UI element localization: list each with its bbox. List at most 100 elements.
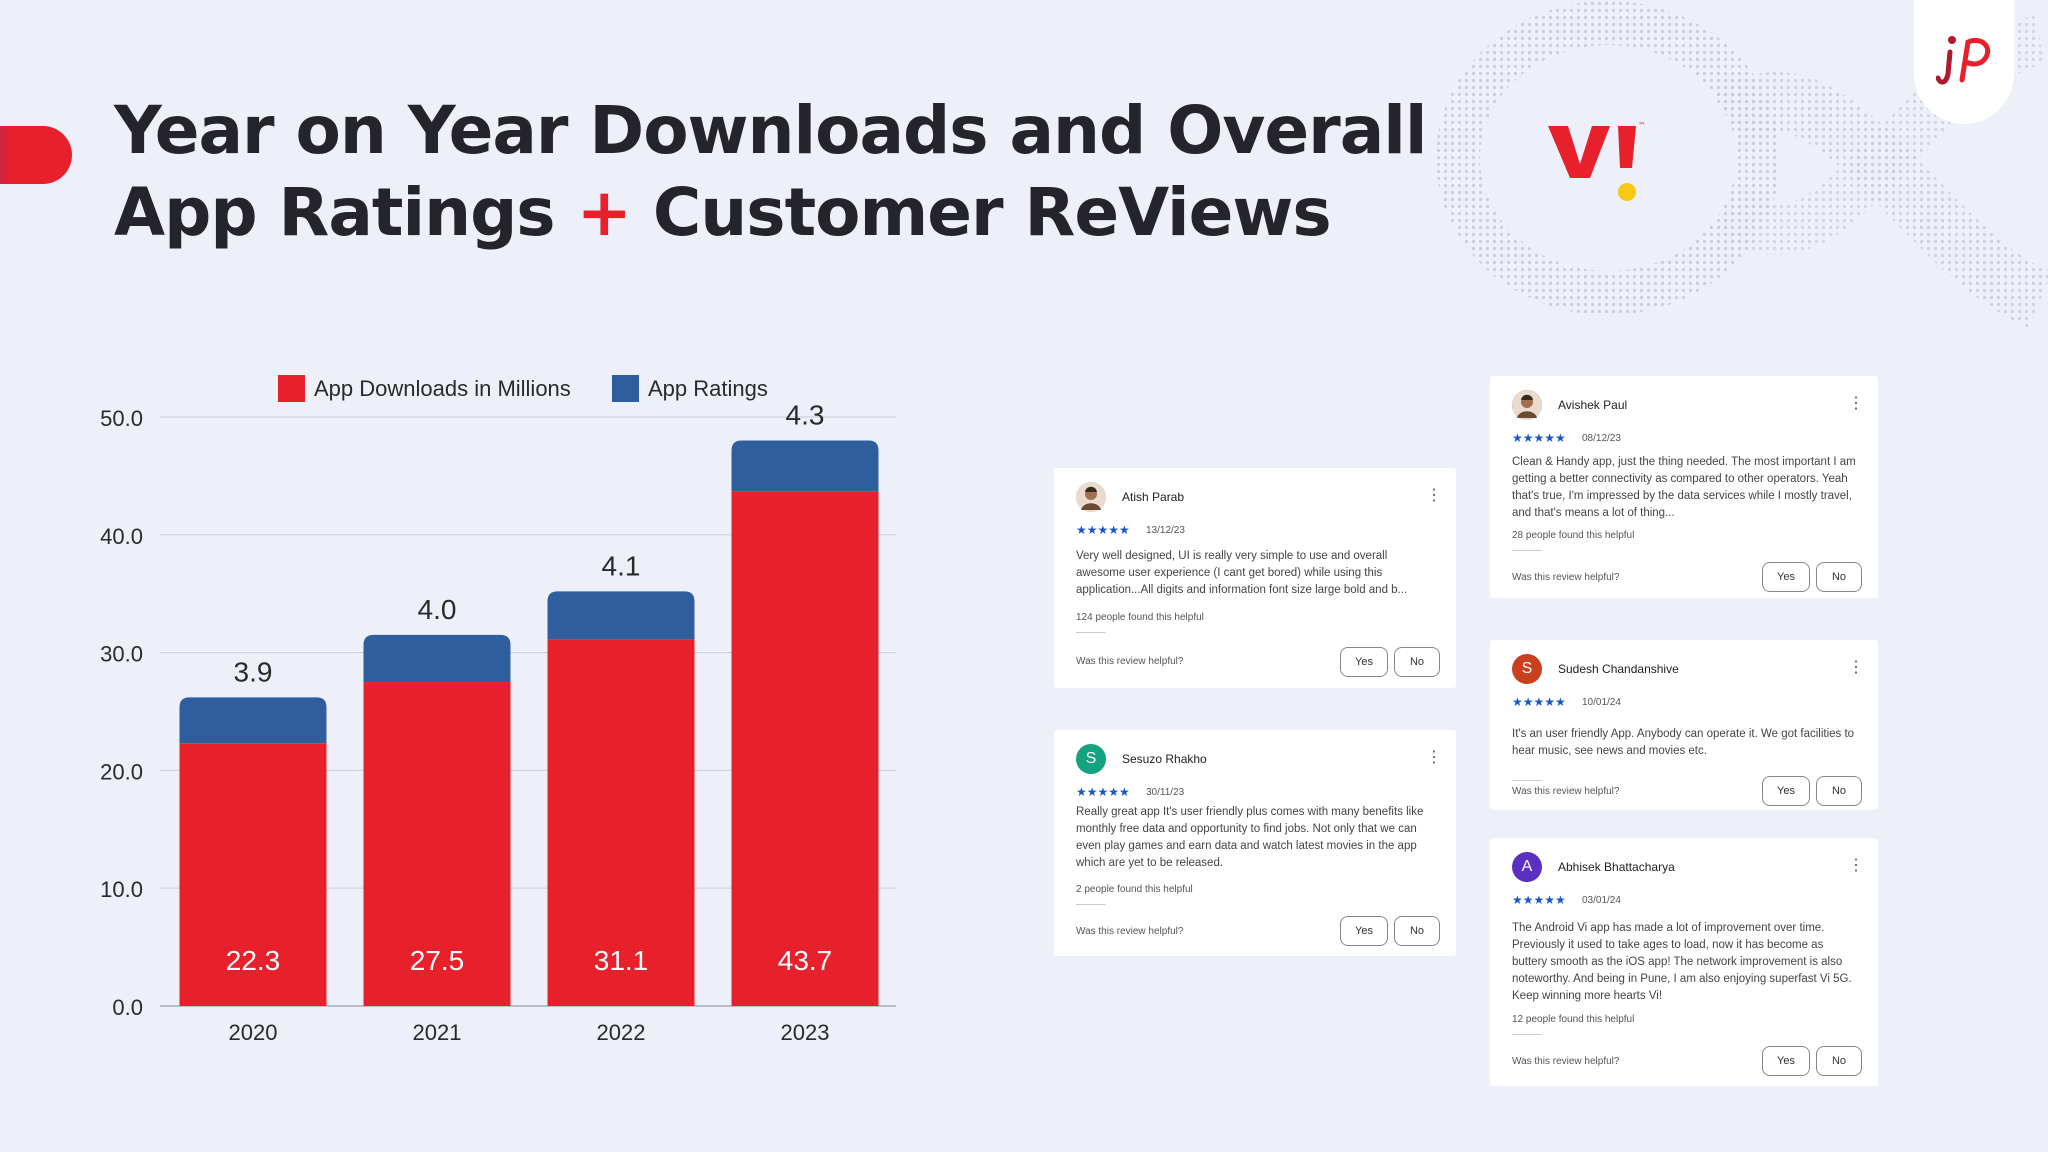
rating-value-label: 4.3 — [786, 400, 825, 431]
review-text: Clean & Handy app, just the thing needed… — [1512, 454, 1856, 522]
reviewer-initial: S — [1521, 660, 1533, 677]
divider — [1076, 904, 1106, 905]
yes-button[interactable]: Yes — [1340, 647, 1388, 677]
y-tick-label: 50.0 — [100, 406, 143, 431]
downloads-value-label: 31.1 — [594, 945, 649, 976]
no-button[interactable]: No — [1816, 776, 1862, 806]
review-text-line: which are yet to be released. — [1076, 857, 1224, 869]
divider — [1076, 632, 1106, 633]
title-line-2b: Customer ReViews — [652, 174, 1332, 251]
no-button[interactable]: No — [1394, 647, 1440, 677]
downloads-ratings-chart: 0.0 10.0 20.0 30.0 40.0 50.0 22.3 3.9 2020 27.5 4.… — [100, 375, 896, 1045]
reviewer-initial: A — [1521, 858, 1533, 875]
yes-button[interactable]: Yes — [1762, 562, 1810, 592]
reviewer-avatar — [1512, 390, 1542, 420]
legend-label-downloads: App Downloads in Millions — [314, 376, 571, 401]
review-text: Very well designed, UI is really very si… — [1076, 548, 1434, 599]
helpful-count: 28 people found this helpful — [1512, 530, 1635, 541]
person-icon — [1076, 482, 1106, 512]
bar-ratings-2023 — [731, 440, 879, 492]
y-tick-label: 10.0 — [100, 877, 143, 902]
page-title: Year on Year Downloads and Overall App R… — [114, 90, 1427, 254]
review-text-line: awesome user experience (I cant get bore… — [1076, 567, 1383, 579]
review-text: The Android Vi app has made a lot of imp… — [1512, 920, 1856, 1005]
bar-ratings-2022 — [547, 591, 695, 640]
review-text-line: buttery smooth as the iOS app! The netwo… — [1512, 956, 1843, 968]
reviewer-initial: S — [1085, 750, 1097, 767]
bar-downloads-2021 — [363, 682, 511, 1006]
rating-value-label: 4.1 — [602, 550, 641, 581]
reviewer-avatar: S — [1076, 744, 1106, 774]
review-date: 30/11/23 — [1146, 787, 1185, 798]
title-line-1: Year on Year Downloads and Overall — [114, 92, 1427, 169]
reviewer-name: Avishek Paul — [1558, 398, 1628, 412]
decorative-red-pill — [0, 126, 72, 184]
divider — [1512, 1034, 1542, 1035]
more-options-icon[interactable]: ⋮ — [1848, 857, 1864, 874]
more-options-icon[interactable]: ⋮ — [1848, 395, 1864, 412]
helpful-question: Was this review helpful? — [1076, 656, 1184, 667]
review-text-line: even play games and earn data and watch … — [1076, 840, 1417, 852]
reviewer-avatar: S — [1512, 654, 1542, 684]
review-date: 03/01/24 — [1582, 895, 1621, 906]
y-tick-label: 0.0 — [112, 995, 143, 1020]
review-card: A Abhisek Bhattacharya ⋮ ★★★★★ 03/01/24 The A… — [1490, 838, 1878, 1086]
star-rating: ★★★★★ — [1512, 893, 1566, 907]
review-date: 10/01/24 — [1582, 697, 1621, 708]
x-tick-label: 2020 — [229, 1020, 278, 1045]
x-tick-label: 2023 — [781, 1020, 830, 1045]
review-text: It's an user friendly App. Anybody can o… — [1512, 726, 1856, 760]
no-button[interactable]: No — [1816, 1046, 1862, 1076]
legend-label-ratings: App Ratings — [648, 376, 768, 401]
helpful-question: Was this review helpful? — [1512, 786, 1620, 797]
legend-swatch-ratings — [612, 375, 639, 402]
review-card: Atish Parab ⋮ ★★★★★ 13/12/23 Very well desig… — [1054, 468, 1456, 688]
title-line-2: App Ratings + Customer ReViews — [114, 172, 1427, 254]
star-rating: ★★★★★ — [1076, 785, 1130, 799]
reviewer-name: Atish Parab — [1122, 490, 1185, 504]
review-text-line: that's true, I'm impressed by the data s… — [1512, 490, 1852, 502]
title-plus: + — [576, 174, 632, 251]
bar-downloads-2020 — [179, 743, 327, 1006]
rating-value-label: 3.9 — [234, 656, 273, 687]
more-options-icon[interactable]: ⋮ — [1426, 749, 1442, 766]
helpful-count: 124 people found this helpful — [1076, 612, 1204, 623]
helpful-question: Was this review helpful? — [1076, 926, 1184, 937]
review-text-line: Keep winning more hearts Vi! — [1512, 990, 1663, 1002]
star-rating: ★★★★★ — [1076, 523, 1130, 537]
no-button[interactable]: No — [1394, 916, 1440, 946]
review-text-line: Really great app It's user friendly plus… — [1076, 806, 1424, 818]
review-text-line: getting a better connectivity as compare… — [1512, 473, 1848, 485]
ip-logo-badge — [1914, 0, 2014, 124]
no-button[interactable]: No — [1816, 562, 1862, 592]
review-card: S Sudesh Chandanshive ⋮ ★★★★★ 10/01/24 It's a… — [1490, 640, 1878, 810]
yes-button[interactable]: Yes — [1762, 1046, 1810, 1076]
review-text: Really great app It's user friendly plus… — [1076, 804, 1434, 872]
review-text-line: It's an user friendly App. Anybody can o… — [1512, 728, 1855, 740]
bar-ratings-2021 — [363, 634, 511, 683]
review-text-line: application...All digits and information… — [1076, 584, 1408, 596]
person-icon — [1512, 390, 1542, 420]
helpful-count: 12 people found this helpful — [1512, 1014, 1635, 1025]
title-line-2a: App Ratings — [114, 174, 556, 251]
review-date: 13/12/23 — [1146, 525, 1185, 536]
review-text-line: monthly free data and opportunity to fin… — [1076, 823, 1417, 835]
reviewer-avatar: A — [1512, 852, 1542, 882]
review-text-line: Very well designed, UI is really very si… — [1076, 550, 1388, 562]
more-options-icon[interactable]: ⋮ — [1848, 659, 1864, 676]
yes-button[interactable]: Yes — [1762, 776, 1810, 806]
helpful-question: Was this review helpful? — [1512, 572, 1620, 583]
review-text-line: Previously it used to take ages to load,… — [1512, 939, 1824, 951]
yes-button[interactable]: Yes — [1340, 916, 1388, 946]
reviewer-name: Sesuzo Rhakho — [1122, 752, 1207, 766]
y-tick-label: 20.0 — [100, 759, 143, 784]
star-rating: ★★★★★ — [1512, 431, 1566, 445]
y-tick-label: 40.0 — [100, 524, 143, 549]
rating-value-label: 4.0 — [418, 594, 457, 625]
divider — [1512, 550, 1542, 551]
downloads-value-label: 22.3 — [226, 945, 281, 976]
review-date: 08/12/23 — [1582, 433, 1621, 444]
more-options-icon[interactable]: ⋮ — [1426, 487, 1442, 504]
review-text-line: The Android Vi app has made a lot of imp… — [1512, 922, 1825, 934]
divider — [1512, 780, 1542, 781]
